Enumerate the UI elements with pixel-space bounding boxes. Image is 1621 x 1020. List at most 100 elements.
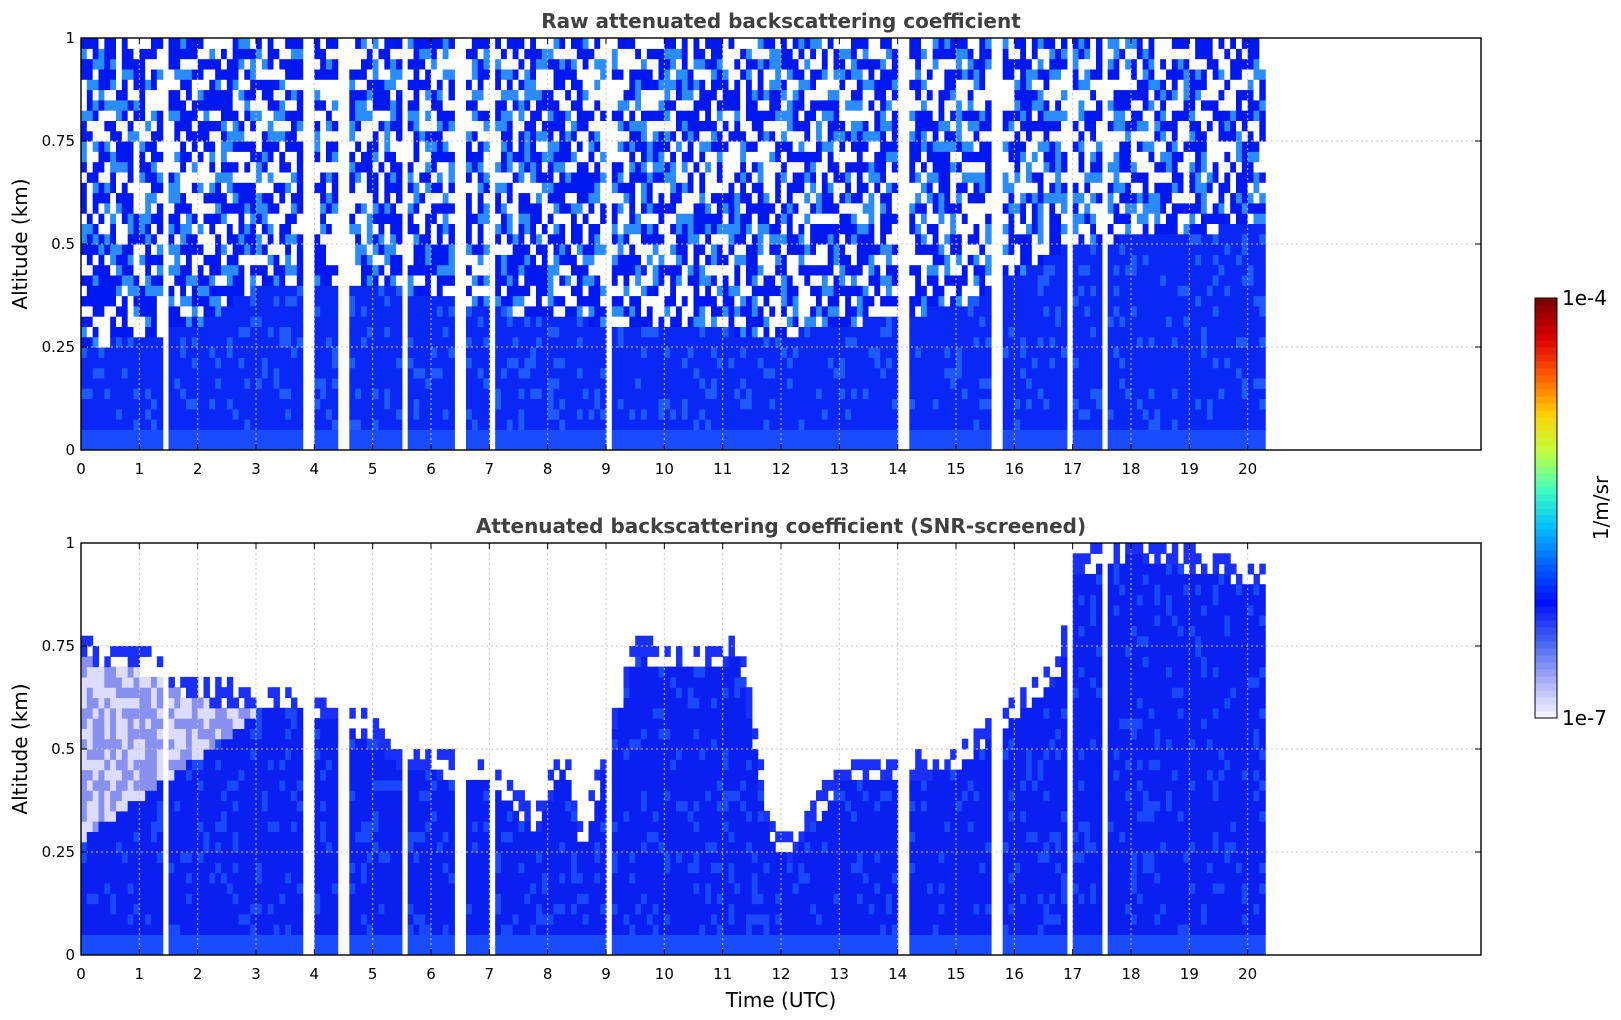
heatmap-cell xyxy=(845,347,852,358)
heatmap-cell xyxy=(775,357,782,369)
heatmap-cell xyxy=(331,264,339,276)
heatmap-cell xyxy=(116,89,123,101)
heatmap-cell xyxy=(291,110,298,121)
heatmap-cell xyxy=(664,316,671,327)
heatmap-cell xyxy=(658,295,665,307)
heatmap-cell xyxy=(588,419,595,430)
heatmap-cell xyxy=(810,202,817,214)
heatmap-cell xyxy=(792,429,800,441)
heatmap-cell xyxy=(827,326,835,338)
heatmap-cell xyxy=(716,130,724,142)
heatmap-cell xyxy=(757,68,765,80)
heatmap-cell xyxy=(366,316,374,327)
heatmap-cell xyxy=(145,171,152,183)
heatmap-cell xyxy=(425,388,432,400)
heatmap-cell xyxy=(221,305,228,317)
heatmap-cell xyxy=(396,151,403,163)
heatmap-cell xyxy=(524,295,531,307)
heatmap-cell xyxy=(203,244,210,255)
heatmap-cell xyxy=(827,357,835,369)
heatmap-cell xyxy=(197,429,205,441)
heatmap-cell xyxy=(716,141,724,152)
heatmap-cell xyxy=(658,408,665,420)
heatmap-cell xyxy=(261,285,269,297)
heatmap-cell xyxy=(419,68,426,80)
heatmap-cell xyxy=(652,244,660,255)
heatmap-cell xyxy=(623,99,630,111)
heatmap-cell xyxy=(285,120,292,132)
heatmap-cell xyxy=(221,244,228,255)
heatmap-cell xyxy=(652,264,660,276)
heatmap-cell xyxy=(168,161,175,173)
heatmap-cell xyxy=(676,326,683,338)
heatmap-cell xyxy=(349,357,356,369)
heatmap-cell xyxy=(98,48,105,60)
heatmap-cell xyxy=(565,233,572,245)
heatmap-cell xyxy=(86,68,94,80)
heatmap-cell xyxy=(635,68,642,80)
heatmap-cell xyxy=(611,58,619,70)
heatmap-cell xyxy=(215,68,222,80)
heatmap-cell xyxy=(571,429,578,441)
heatmap-cell xyxy=(244,202,251,214)
heatmap-cell xyxy=(664,336,671,348)
heatmap-cell xyxy=(681,336,689,348)
heatmap-cell xyxy=(431,192,438,204)
heatmap-cell xyxy=(355,377,362,389)
heatmap-cell xyxy=(699,367,706,379)
heatmap-cell xyxy=(431,182,438,194)
heatmap-cell xyxy=(559,295,566,307)
heatmap-cell xyxy=(536,439,543,450)
heatmap-cell xyxy=(670,151,677,163)
heatmap-cell xyxy=(763,357,770,369)
heatmap-cell xyxy=(197,99,205,111)
heatmap-cell xyxy=(524,316,531,327)
heatmap-cell xyxy=(676,316,683,327)
heatmap-cell xyxy=(355,202,362,214)
heatmap-cell xyxy=(279,254,286,266)
heatmap-cell xyxy=(588,274,595,286)
heatmap-cell xyxy=(769,305,776,317)
heatmap-cell xyxy=(862,336,870,348)
heatmap-cell xyxy=(786,182,794,194)
heatmap-cell xyxy=(466,326,473,338)
heatmap-cell xyxy=(495,419,502,430)
heatmap-cell xyxy=(81,264,88,276)
heatmap-cell xyxy=(600,347,607,358)
heatmap-cell xyxy=(746,130,753,142)
heatmap-cell xyxy=(547,398,555,410)
heatmap-cell xyxy=(565,141,572,152)
heatmap-cell xyxy=(611,285,619,297)
heatmap-cell xyxy=(320,388,327,400)
heatmap-cell xyxy=(734,202,741,214)
heatmap-cell xyxy=(86,99,94,111)
heatmap-cell xyxy=(121,274,129,286)
heatmap-cell xyxy=(261,182,269,194)
heatmap-cell xyxy=(635,48,642,60)
heatmap-cell xyxy=(436,398,444,410)
heatmap-cell xyxy=(547,367,555,379)
heatmap-cell xyxy=(186,213,193,224)
heatmap-cell xyxy=(740,336,747,348)
heatmap-cell xyxy=(390,336,397,348)
heatmap-cell xyxy=(746,110,753,121)
heatmap-cell xyxy=(658,264,665,276)
heatmap-cell xyxy=(687,89,695,101)
heatmap-cell xyxy=(267,429,275,441)
heatmap-cell xyxy=(728,439,735,450)
heatmap-cell xyxy=(471,233,479,245)
heatmap-cell xyxy=(209,388,216,400)
heatmap-cell xyxy=(541,89,549,101)
heatmap-cell xyxy=(810,151,817,163)
heatmap-cell xyxy=(681,68,689,80)
heatmap-cell xyxy=(390,89,397,101)
heatmap-cell xyxy=(326,408,333,420)
heatmap-cell xyxy=(512,130,520,142)
heatmap-cell xyxy=(477,244,485,255)
heatmap-cell xyxy=(641,326,648,338)
heatmap-cell xyxy=(856,285,864,297)
heatmap-cell xyxy=(431,264,438,276)
heatmap-cell xyxy=(512,264,520,276)
heatmap-cell xyxy=(862,295,870,307)
heatmap-cell xyxy=(501,388,508,400)
